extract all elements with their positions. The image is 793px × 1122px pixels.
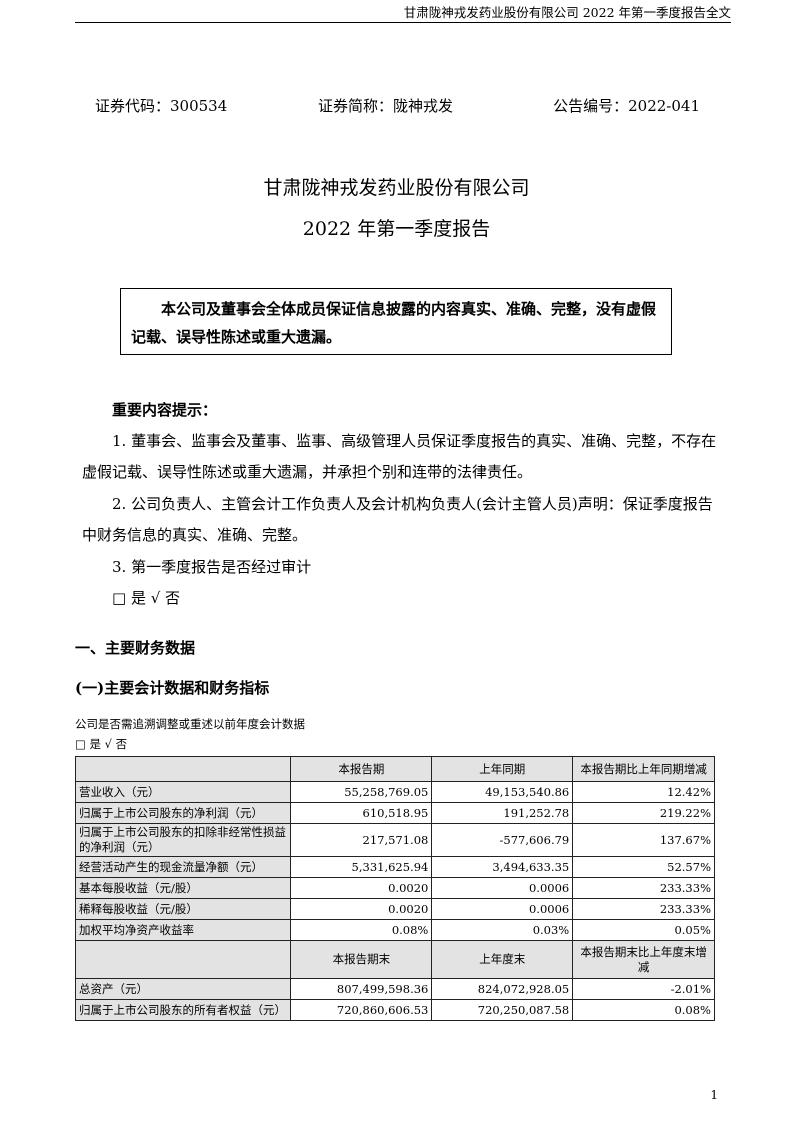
cell-value: 3,494,633.35: [431, 856, 574, 878]
table-row: 归属于上市公司股东的扣除非经常性损益的净利润（元） 217,571.08 -577,…: [74, 823, 715, 857]
table-row: 稀释每股收益（元/股） 0.0020 0.0006 233.33%: [74, 898, 715, 920]
row-label: 营业收入（元）: [74, 781, 292, 803]
cell-value: 0.03%: [431, 919, 574, 941]
audit-answer: □ 是 √ 否: [112, 589, 181, 607]
company-title: 甘肃陇神戎发药业股份有限公司: [263, 177, 530, 199]
cell-value: 217,571.08: [290, 823, 433, 857]
cell-value: 824,072,928.05: [431, 978, 574, 1000]
cell-value: 0.0020: [290, 877, 433, 899]
cell-value: 233.33%: [572, 898, 715, 920]
cell-value: 610,518.95: [290, 802, 433, 824]
financial-data-table: 本报告期 上年同期 本报告期比上年同期增减 营业收入（元） 55,258,769.05 4…: [74, 756, 715, 1021]
table-row: 总资产（元） 807,499,598.36 824,072,928.05 -2.01%: [74, 978, 715, 1000]
restate-answer: □ 是 √ 否: [75, 737, 128, 751]
cell-value: 219.22%: [572, 802, 715, 824]
cell-value: 52.57%: [572, 856, 715, 878]
cell-value: 5,331,625.94: [290, 856, 433, 878]
section-heading: 一、主要财务数据: [75, 639, 196, 657]
column-header: 上年度末: [431, 940, 574, 979]
cell-value: -2.01%: [572, 978, 715, 1000]
running-header: 甘肃陇神戎发药业股份有限公司 2022 年第一季度报告全文: [403, 5, 731, 20]
cell-value: -577,606.79: [431, 823, 574, 857]
row-label: 归属于上市公司股东的扣除非经常性损益的净利润（元）: [74, 823, 292, 857]
cell-value: 720,250,087.58: [431, 999, 574, 1021]
cell-value: 0.08%: [572, 999, 715, 1021]
cell-value: 0.0020: [290, 898, 433, 920]
row-label: 稀释每股收益（元/股）: [74, 898, 292, 920]
table-row: 经营活动产生的现金流量净额（元） 5,331,625.94 3,494,633.35…: [74, 856, 715, 878]
header-divider: [75, 22, 731, 23]
column-header: [74, 756, 292, 782]
column-header: 本报告期比上年同期增减: [572, 756, 715, 782]
cell-value: 137.67%: [572, 823, 715, 857]
column-header: 本报告期: [290, 756, 433, 782]
row-label: 归属于上市公司股东的净利润（元）: [74, 802, 292, 824]
report-title: 2022 年第一季度报告: [302, 218, 491, 240]
table-row: 加权平均净资产收益率 0.08% 0.03% 0.05%: [74, 919, 715, 941]
column-header: 本报告期末: [290, 940, 433, 979]
column-header: 上年同期: [431, 756, 574, 782]
cell-value: 12.42%: [572, 781, 715, 803]
column-header: 本报告期末比上年度末增减: [572, 940, 715, 979]
cell-value: 0.05%: [572, 919, 715, 941]
security-code: 证券代码：300534: [95, 97, 228, 115]
restate-question: 公司是否需追溯调整或重述以前年度会计数据: [75, 717, 305, 731]
cell-value: 233.33%: [572, 877, 715, 899]
important-heading: 重要内容提示：: [112, 401, 218, 419]
subsection-heading: (一)主要会计数据和财务指标: [75, 679, 270, 697]
row-label: 基本每股收益（元/股）: [74, 877, 292, 899]
page-number: 1: [710, 1088, 718, 1102]
cell-value: 55,258,769.05: [290, 781, 433, 803]
row-label: 总资产（元）: [74, 978, 292, 1000]
row-label: 归属于上市公司股东的所有者权益（元）: [74, 999, 292, 1021]
important-item-3: 3. 第一季度报告是否经过审计: [112, 558, 312, 576]
table-header-row: 本报告期末 上年度末 本报告期末比上年度末增减: [74, 940, 715, 979]
notice-number: 公告编号：2022-041: [553, 97, 700, 115]
cell-value: 0.0006: [431, 877, 574, 899]
cell-value: 807,499,598.36: [290, 978, 433, 1000]
row-label: 经营活动产生的现金流量净额（元）: [74, 856, 292, 878]
table-row: 归属于上市公司股东的净利润（元） 610,518.95 191,252.78 219.…: [74, 802, 715, 824]
cell-value: 720,860,606.53: [290, 999, 433, 1021]
statement-box: 本公司及董事会全体成员保证信息披露的内容真实、准确、完整，没有虚假记载、误导性陈…: [120, 288, 672, 355]
table-header-row: 本报告期 上年同期 本报告期比上年同期增减: [74, 756, 715, 782]
column-header: [74, 940, 292, 979]
table-row: 营业收入（元） 55,258,769.05 49,153,540.86 12.42%: [74, 781, 715, 803]
important-item-1: 1. 董事会、监事会及董事、监事、高级管理人员保证季度报告的真实、准确、完整，不…: [82, 432, 717, 481]
security-short-name: 证券简称：陇神戎发: [318, 97, 454, 115]
cell-value: 191,252.78: [431, 802, 574, 824]
row-label: 加权平均净资产收益率: [74, 919, 292, 941]
table-row: 归属于上市公司股东的所有者权益（元） 720,860,606.53 720,250,…: [74, 999, 715, 1021]
important-item-2: 2. 公司负责人、主管会计工作负责人及会计机构负责人(会计主管人员)声明：保证季…: [82, 495, 713, 544]
cell-value: 0.08%: [290, 919, 433, 941]
table-row: 基本每股收益（元/股） 0.0020 0.0006 233.33%: [74, 877, 715, 899]
cell-value: 49,153,540.86: [431, 781, 574, 803]
cell-value: 0.0006: [431, 898, 574, 920]
